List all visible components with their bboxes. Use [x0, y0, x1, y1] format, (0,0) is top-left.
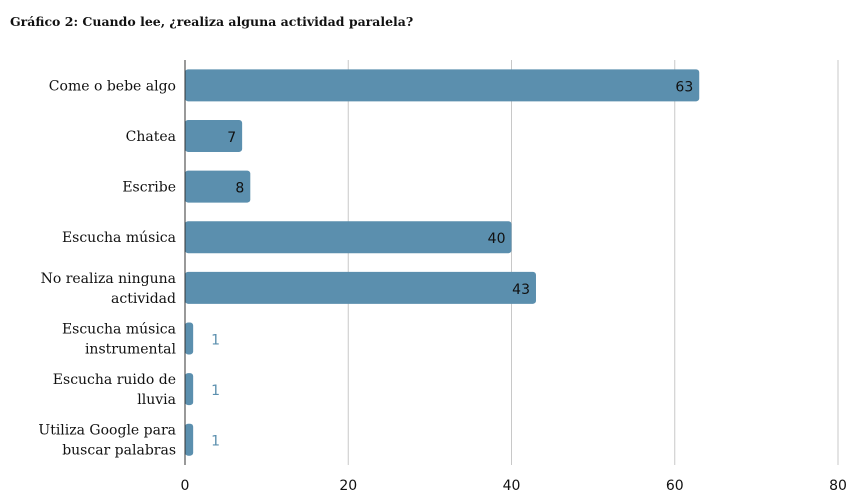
bar-6: [185, 373, 194, 406]
bar-2: [185, 170, 251, 203]
value-label-4: 43: [512, 282, 530, 298]
value-label-5: 1: [211, 332, 220, 348]
x-tick-labels: 0 20 40 60 80: [181, 478, 847, 493]
value-label-7: 1: [211, 434, 220, 450]
category-label-4: No realiza ninguna actividad: [41, 271, 176, 307]
category-labels: Come o bebe algo Chatea Escribe Escucha mús…: [38, 78, 176, 458]
category-label-3: Escucha música: [62, 230, 176, 246]
value-label-1: 7: [227, 130, 236, 146]
x-tick-label-3: 60: [666, 478, 684, 493]
x-tick-label-0: 0: [181, 478, 190, 493]
x-tick-label-4: 80: [829, 478, 847, 493]
bar-3: [185, 221, 512, 254]
x-tick-label-2: 40: [503, 478, 521, 493]
gridlines: [347, 60, 839, 465]
chart-title: Gráfico 2: Cuando lee, ¿realiza alguna a…: [10, 14, 414, 29]
bar-5: [185, 322, 194, 355]
bar-1: [185, 119, 243, 152]
value-labels: 63 7 8 40 43 1 1 1: [211, 79, 693, 449]
bars: [185, 69, 700, 456]
category-label-7: Utiliza Google para buscar palabras: [38, 423, 176, 459]
value-label-6: 1: [211, 383, 220, 399]
value-label-3: 40: [488, 231, 506, 247]
x-tick-label-1: 20: [339, 478, 357, 493]
value-label-0: 63: [675, 79, 693, 95]
category-label-1: Chatea: [126, 129, 176, 145]
category-label-6: Escucha ruido de lluvia: [53, 372, 176, 408]
bar-0: [185, 69, 700, 102]
bar-7: [185, 423, 194, 456]
category-label-0: Come o bebe algo: [49, 78, 176, 94]
bar-4: [185, 271, 536, 304]
category-label-5: Escucha música instrumental: [62, 321, 177, 357]
value-label-2: 8: [235, 181, 244, 197]
category-label-2: Escribe: [122, 180, 176, 196]
